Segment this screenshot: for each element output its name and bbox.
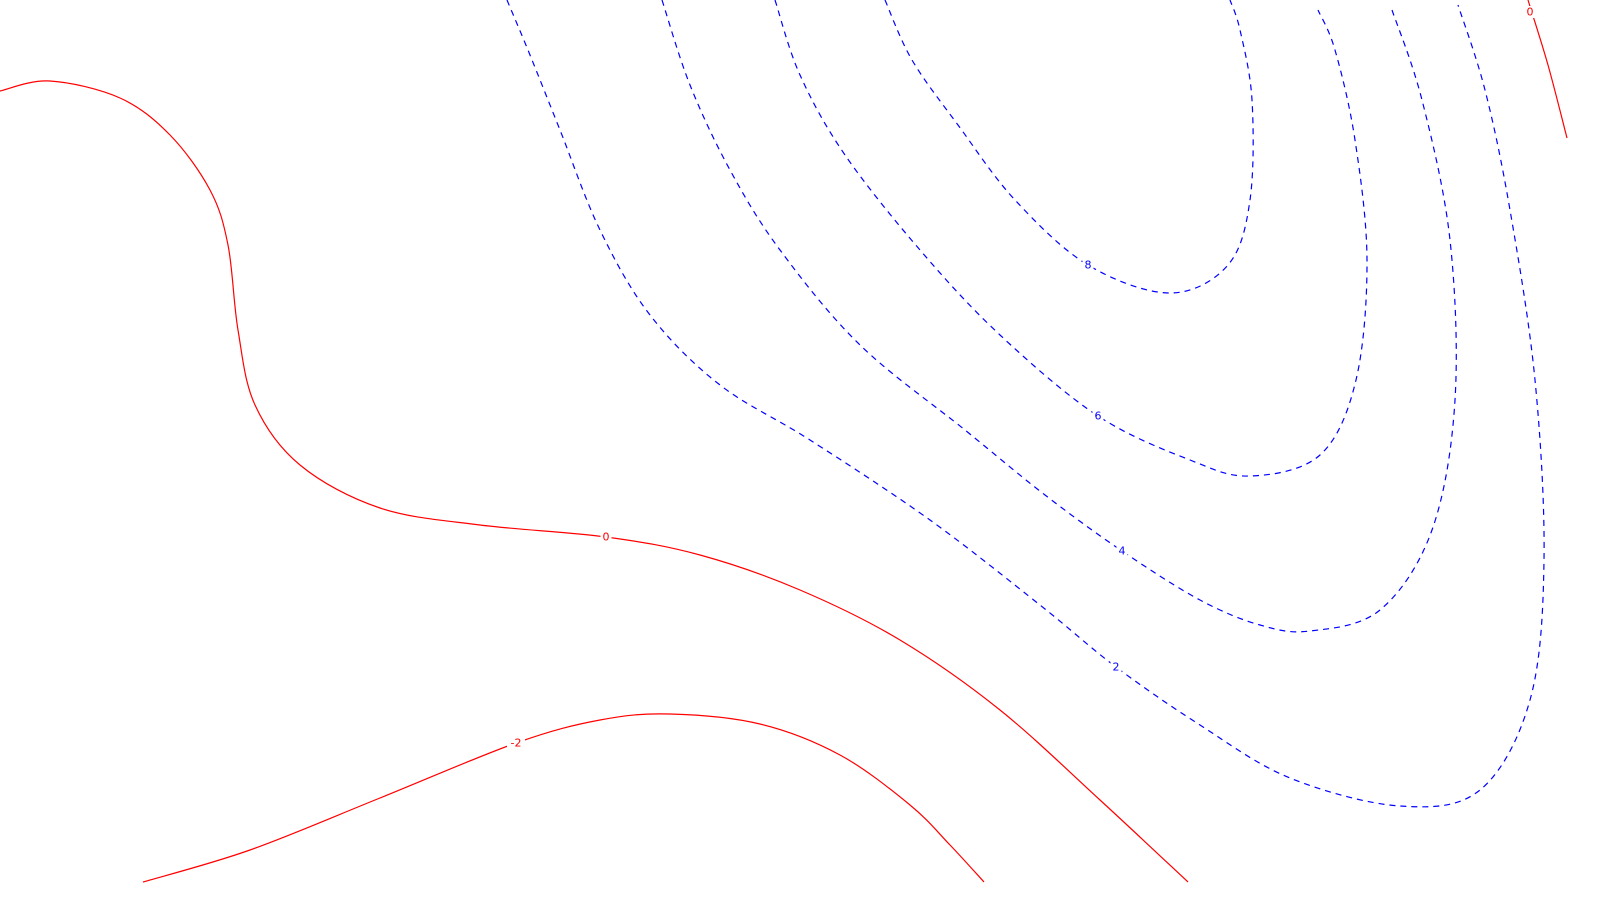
contour-line-level-2-3 bbox=[506, 0, 1545, 808]
contour-label-background bbox=[1092, 410, 1104, 422]
contour-label: 4 bbox=[1119, 545, 1126, 558]
contour-line-level-4-2 bbox=[661, 0, 1457, 633]
contour-label-background bbox=[600, 531, 612, 543]
contour-line-level-0-5 bbox=[1527, 0, 1568, 139]
contour-line-level-0-4 bbox=[0, 80, 1189, 883]
contour-label-background bbox=[1524, 6, 1536, 18]
contour-line-level-8-0 bbox=[884, 0, 1254, 294]
contour-label-background bbox=[1082, 259, 1094, 271]
contour-label: 0 bbox=[1527, 6, 1534, 19]
contour-label: 0 bbox=[603, 531, 610, 544]
contour-label-background bbox=[1110, 661, 1122, 673]
contour-label: 6 bbox=[1095, 410, 1102, 423]
contour-label-background bbox=[507, 737, 525, 749]
contour-label-background bbox=[1116, 545, 1128, 557]
contour-label: -2 bbox=[511, 737, 522, 750]
contour-label: 2 bbox=[1113, 661, 1120, 674]
contour-line-level-neg2-6 bbox=[142, 713, 985, 883]
contour-label: 8 bbox=[1085, 259, 1092, 272]
contour-line-level-6-1 bbox=[774, 0, 1368, 477]
